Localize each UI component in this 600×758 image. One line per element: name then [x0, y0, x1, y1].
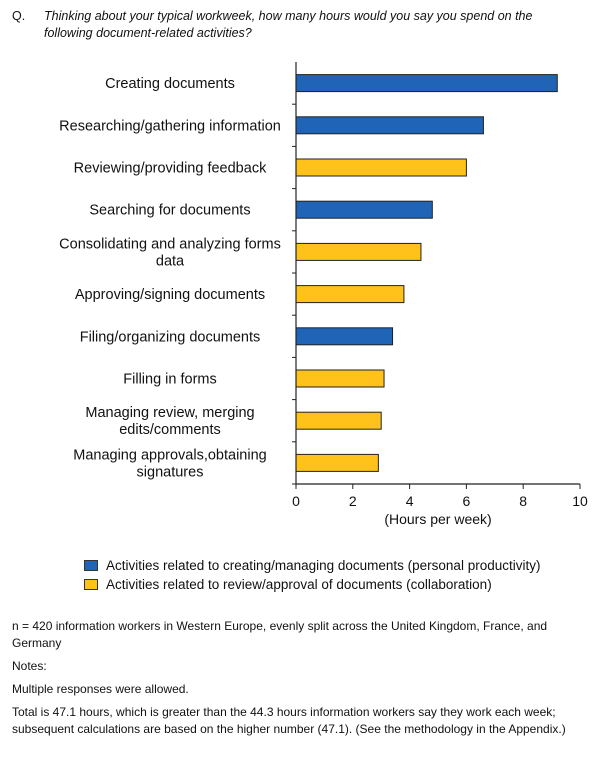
- bar: [295, 200, 433, 219]
- x-tick-label: 10: [572, 493, 588, 509]
- x-tick-label: 8: [519, 493, 527, 509]
- category-label: Managing review, merging edits/comments: [85, 405, 254, 438]
- bar: [295, 158, 467, 177]
- question-text: Thinking about your typical workweek, ho…: [44, 9, 533, 40]
- question: Q. Thinking about your typical workweek,…: [12, 8, 582, 42]
- bar: [295, 411, 382, 430]
- x-axis-title: (Hours per week): [384, 511, 491, 527]
- category-label: Searching for documents: [89, 203, 250, 219]
- footnote-multiple-responses: Multiple responses were allowed.: [12, 682, 189, 696]
- category-label: Filing/organizing documents: [80, 329, 261, 345]
- category-label-line: Managing approvals,obtaining: [73, 447, 266, 463]
- category-label: Consolidating and analyzing forms data: [59, 236, 281, 269]
- category-label-line: Filing/organizing documents: [80, 329, 261, 345]
- legend-item-collaboration: Activities related to review/approval of…: [84, 575, 540, 594]
- category-label-line: Filling in forms: [123, 372, 216, 388]
- category-label-line: Approving/signing documents: [75, 287, 265, 303]
- bar: [295, 369, 385, 388]
- legend-swatch-personal: [84, 560, 98, 571]
- category-label-line: Managing review, merging: [85, 405, 254, 421]
- footnote-notes-heading: Notes:: [12, 659, 47, 673]
- legend-swatch-collaboration: [84, 579, 98, 590]
- bar: [295, 242, 422, 261]
- legend-label-collaboration: Activities related to review/approval of…: [106, 577, 492, 592]
- bar-chart: Creating documents Researching/gathering …: [59, 62, 588, 527]
- category-label-line: data: [156, 253, 185, 269]
- footnote-sample: n = 420 information workers in Western E…: [12, 619, 548, 650]
- x-tick-label: 6: [463, 493, 471, 509]
- x-tick-label: 4: [406, 493, 414, 509]
- legend-label-personal: Activities related to creating/managing …: [106, 558, 541, 573]
- category-label-line: Creating documents: [105, 76, 235, 92]
- category-label-line: signatures: [137, 464, 204, 480]
- category-label-line: Searching for documents: [89, 203, 250, 219]
- question-prefix: Q.: [12, 9, 26, 23]
- category-label: Managing approvals,obtaining signatures: [73, 447, 266, 480]
- category-label: Filling in forms: [123, 372, 216, 388]
- category-label-line: Reviewing/providing feedback: [74, 161, 267, 177]
- category-label-line: Researching/gathering information: [59, 118, 281, 134]
- category-label: Reviewing/providing feedback: [74, 161, 267, 177]
- legend: Activities related to creating/managing …: [84, 556, 540, 594]
- x-tick-label: 2: [349, 493, 357, 509]
- footnote-total: Total is 47.1 hours, which is greater th…: [12, 705, 566, 736]
- legend-item-personal: Activities related to creating/managing …: [84, 556, 540, 575]
- bar: [295, 285, 405, 304]
- x-tick-label: 0: [292, 493, 300, 509]
- category-label: Creating documents: [105, 76, 235, 92]
- footnotes: n = 420 information workers in Western E…: [12, 618, 587, 744]
- bar: [295, 453, 379, 472]
- bar: [295, 116, 484, 135]
- category-label-line: edits/comments: [119, 422, 221, 438]
- bar: [295, 74, 558, 93]
- category-label-line: Consolidating and analyzing forms: [59, 236, 281, 252]
- category-label: Researching/gathering information: [59, 118, 281, 134]
- category-label: Approving/signing documents: [75, 287, 265, 303]
- bar: [295, 327, 394, 346]
